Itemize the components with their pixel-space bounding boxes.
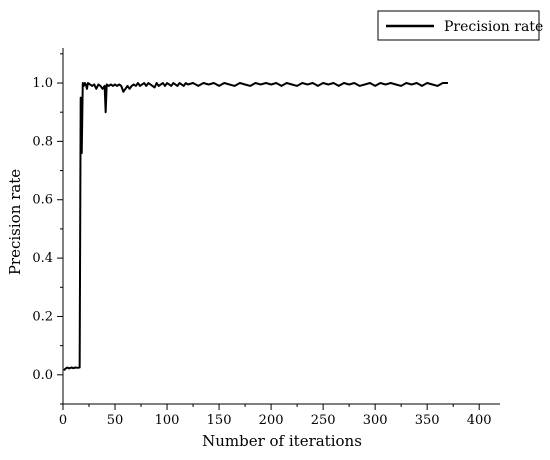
y-tick-label: 0.8 — [32, 134, 53, 149]
x-axis: 0 50 100 150 200 250 300 350 400 — [59, 404, 492, 428]
x-tick-label: 400 — [467, 413, 492, 428]
series-layer — [63, 82, 448, 372]
x-tick-label: 0 — [59, 413, 67, 428]
x-tick-label: 350 — [415, 413, 440, 428]
x-tick-label: 100 — [155, 413, 180, 428]
plot-area — [62, 48, 500, 405]
y-axis: 0.0 0.2 0.4 0.6 0.8 1.0 — [32, 53, 63, 405]
y-tick-label: 1.0 — [32, 76, 53, 91]
x-tick-label: 150 — [207, 413, 232, 428]
series-line — [63, 82, 448, 372]
y-tick-label: 0.0 — [32, 368, 53, 383]
x-tick-label: 200 — [259, 413, 284, 428]
y-tick-label: 0.2 — [32, 309, 53, 324]
x-tick-label: 50 — [107, 413, 124, 428]
x-tick-label: 300 — [363, 413, 388, 428]
legend: Precision rate — [377, 10, 543, 41]
y-axis-title: Precision rate — [6, 169, 24, 275]
x-tick-label: 250 — [311, 413, 336, 428]
y-tick-label: 0.4 — [32, 251, 53, 266]
legend-label: Precision rate — [444, 19, 543, 35]
y-tick-label: 0.6 — [32, 193, 53, 208]
x-axis-title: Number of iterations — [202, 432, 362, 450]
